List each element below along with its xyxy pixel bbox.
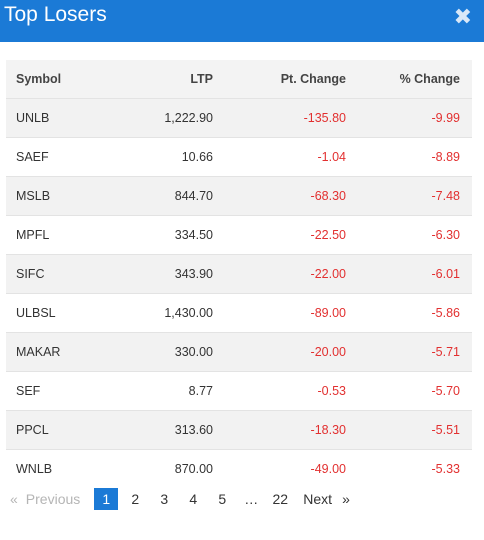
- table-row[interactable]: UNLB 1,222.90 -135.80 -9.99: [6, 98, 472, 137]
- modal-title: Top Losers: [4, 3, 107, 26]
- pct-change-cell: -5.70: [431, 383, 461, 398]
- pt-change-cell: -68.30: [310, 188, 346, 203]
- ltp-cell: 870.00: [174, 461, 213, 476]
- pct-change-cell: -5.71: [431, 344, 461, 359]
- pct-change-cell: -6.30: [431, 227, 461, 242]
- pt-change-cell: -22.00: [310, 266, 346, 281]
- pagination: « Previous 1 2 3 4 5 … 22 Next »: [10, 488, 350, 510]
- ltp-cell: 343.90: [174, 266, 213, 281]
- ltp-cell: 8.77: [188, 383, 213, 398]
- table-row[interactable]: SEF 8.77 -0.53 -5.70: [6, 371, 472, 410]
- ltp-cell: 334.50: [174, 227, 213, 242]
- modal-header: Top Losers ✖: [0, 0, 484, 42]
- table-row[interactable]: ULBSL 1,430.00 -89.00 -5.86: [6, 293, 472, 332]
- pct-change-cell: -8.89: [431, 149, 461, 164]
- next-arrow-icon: »: [342, 491, 350, 507]
- pct-change-cell: -7.48: [431, 188, 461, 203]
- column-header-pt-change[interactable]: Pt. Change: [280, 71, 346, 86]
- page-22-button[interactable]: 22: [272, 491, 289, 507]
- pct-change-cell: -5.33: [431, 461, 461, 476]
- column-header-symbol[interactable]: Symbol: [16, 71, 62, 86]
- symbol-cell[interactable]: ULBSL: [16, 305, 56, 320]
- symbol-cell[interactable]: PPCL: [16, 422, 49, 437]
- pct-change-cell: -9.99: [431, 110, 461, 125]
- symbol-cell[interactable]: MAKAR: [16, 344, 61, 359]
- pct-change-cell: -5.86: [431, 305, 461, 320]
- next-label: Next: [303, 491, 333, 507]
- pct-change-cell: -6.01: [431, 266, 461, 281]
- page-2-button[interactable]: 2: [131, 491, 140, 507]
- pt-change-cell: -20.00: [310, 344, 346, 359]
- ltp-cell: 10.66: [181, 149, 213, 164]
- prev-arrow-icon: «: [10, 491, 18, 507]
- pagination-ellipsis: …: [244, 491, 259, 507]
- pt-change-cell: -135.80: [303, 110, 346, 125]
- next-button[interactable]: Next »: [303, 491, 350, 507]
- page-4-button[interactable]: 4: [189, 491, 198, 507]
- ltp-cell: 330.00: [174, 344, 213, 359]
- table-row[interactable]: MSLB 844.70 -68.30 -7.48: [6, 176, 472, 215]
- pt-change-cell: -89.00: [310, 305, 346, 320]
- ltp-cell: 313.60: [174, 422, 213, 437]
- column-header-ltp[interactable]: LTP: [190, 71, 213, 86]
- page-3-button[interactable]: 3: [160, 491, 169, 507]
- previous-button[interactable]: « Previous: [10, 491, 80, 507]
- pct-change-cell: -5.51: [431, 422, 461, 437]
- table-header-row: Symbol LTP Pt. Change % Change: [6, 60, 472, 98]
- table-row[interactable]: MAKAR 330.00 -20.00 -5.71: [6, 332, 472, 371]
- pt-change-cell: -49.00: [310, 461, 346, 476]
- top-losers-table: Symbol LTP Pt. Change % Change UNLB 1,222…: [6, 60, 472, 488]
- pt-change-cell: -18.30: [310, 422, 346, 437]
- page-1-button[interactable]: 1: [94, 488, 119, 510]
- ltp-cell: 1,430.00: [164, 305, 213, 320]
- ltp-cell: 1,222.90: [164, 110, 213, 125]
- pt-change-cell: -1.04: [317, 149, 347, 164]
- symbol-cell[interactable]: SIFC: [16, 266, 45, 281]
- symbol-cell[interactable]: SAEF: [16, 149, 49, 164]
- table-row[interactable]: MPFL 334.50 -22.50 -6.30: [6, 215, 472, 254]
- page-5-button[interactable]: 5: [218, 491, 227, 507]
- symbol-cell[interactable]: UNLB: [16, 110, 50, 125]
- table-row[interactable]: PPCL 313.60 -18.30 -5.51: [6, 410, 472, 449]
- symbol-cell[interactable]: SEF: [16, 383, 41, 398]
- close-icon[interactable]: ✖: [453, 4, 472, 29]
- previous-label: Previous: [25, 491, 81, 507]
- symbol-cell[interactable]: MPFL: [16, 227, 50, 242]
- table-row[interactable]: WNLB 870.00 -49.00 -5.33: [6, 449, 472, 488]
- column-header-pct-change[interactable]: % Change: [399, 71, 460, 86]
- symbol-cell[interactable]: WNLB: [16, 461, 53, 476]
- ltp-cell: 844.70: [174, 188, 213, 203]
- symbol-cell[interactable]: MSLB: [16, 188, 51, 203]
- pt-change-cell: -0.53: [317, 383, 347, 398]
- pt-change-cell: -22.50: [310, 227, 346, 242]
- table-row[interactable]: SAEF 10.66 -1.04 -8.89: [6, 137, 472, 176]
- table-row[interactable]: SIFC 343.90 -22.00 -6.01: [6, 254, 472, 293]
